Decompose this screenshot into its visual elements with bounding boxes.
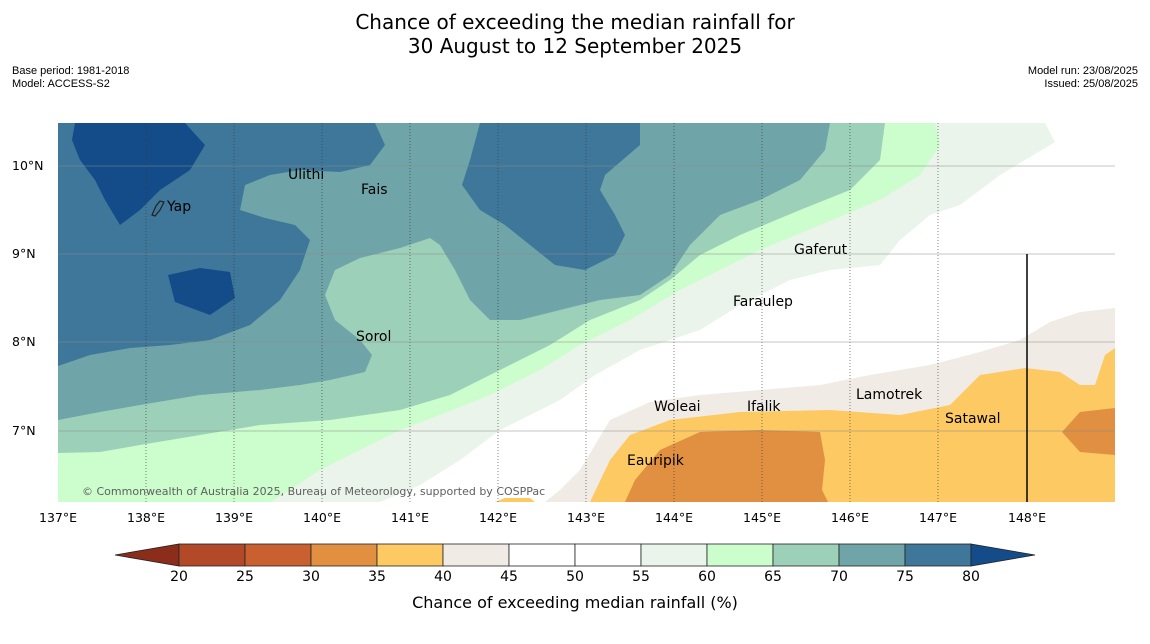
colorbar-segment-55-60	[640, 543, 708, 567]
band-30-35	[625, 430, 828, 502]
meta-right: Model run: 23/08/2025 Issued: 25/08/2025	[1028, 65, 1138, 91]
colorbar-segment-50-55	[574, 543, 642, 567]
place-faraulep: Faraulep	[733, 294, 793, 310]
colorbar-tick-25: 25	[236, 569, 254, 585]
place-ifalik: Ifalik	[747, 399, 781, 415]
chart-title-line1: Chance of exceeding the median rainfall …	[355, 10, 795, 34]
lon-label-146e: 146°E	[830, 510, 870, 525]
colorbar-tick-70: 70	[830, 569, 848, 585]
lon-label-138e: 138°E	[126, 510, 166, 525]
place-sorol: Sorol	[356, 329, 392, 345]
lat-label-8n: 8°N	[12, 334, 36, 349]
lon-label-145e: 145°E	[742, 510, 782, 525]
colorbar-label: Chance of exceeding median rainfall (%)	[412, 593, 738, 612]
place-ulithi: Ulithi	[288, 167, 325, 183]
colorbar-segment-35-40	[376, 543, 444, 567]
yap-island-shape	[151, 200, 165, 217]
lon-label-147e: 147°E	[918, 510, 958, 525]
meta-left: Base period: 1981-2018 Model: ACCESS-S2	[12, 65, 129, 91]
lat-grid	[58, 165, 1115, 432]
band-35-40-south	[495, 498, 535, 502]
band-75-80-east	[462, 123, 640, 270]
place-gaferut: Gaferut	[794, 242, 848, 258]
colorbar-tick-80: 80	[962, 569, 980, 585]
lat-label-7n: 7°N	[12, 423, 36, 438]
model-name: Model: ACCESS-S2	[12, 78, 110, 90]
lon-label-148e: 148°E	[1007, 510, 1047, 525]
colorbar-segment-25-30	[244, 543, 312, 567]
lon-label-140e: 140°E	[302, 510, 342, 525]
band-over-80-small	[168, 268, 235, 315]
chart-title-line2: 30 August to 12 September 2025	[407, 34, 743, 58]
colorbar-tick-75: 75	[896, 569, 914, 585]
lon-label-142e: 142°E	[478, 510, 518, 525]
colorbar-tick-60: 60	[698, 569, 716, 585]
lon-label-143e: 143°E	[566, 510, 606, 525]
band-over-80	[72, 123, 205, 225]
colorbar-tick-30: 30	[302, 569, 320, 585]
lon-label-141e: 141°E	[390, 510, 430, 525]
colorbar-tick-55: 55	[632, 569, 650, 585]
colorbar-high-extension	[970, 543, 1036, 567]
base-period: Base period: 1981-2018	[12, 65, 130, 77]
colorbar-segment-20-25	[178, 543, 246, 567]
band-30-35-east	[1062, 408, 1115, 455]
place-eauripik: Eauripik	[627, 453, 684, 469]
issued-date: Issued: 25/08/2025	[1044, 78, 1138, 90]
place-fais: Fais	[361, 182, 388, 198]
colorbar-tick-65: 65	[764, 569, 782, 585]
map-grid	[145, 123, 939, 502]
copyright-notice: © Commonwealth of Australia 2025, Bureau…	[82, 485, 546, 498]
lon-label-144e: 144°E	[654, 510, 694, 525]
model-run: Model run: 23/08/2025	[1027, 65, 1138, 77]
colorbar-segment-40-45	[442, 543, 510, 567]
lat-label-9n: 9°N	[12, 246, 36, 261]
place-woleai: Woleai	[654, 399, 701, 415]
band-70-75	[58, 123, 830, 420]
colorbar-tick-40: 40	[434, 569, 452, 585]
colorbar-segment-70-75	[838, 543, 906, 567]
colorbar-segment-65-70	[772, 543, 840, 567]
colorbar	[114, 543, 1036, 567]
lon-label-139e: 139°E	[214, 510, 254, 525]
place-satawal: Satawal	[945, 411, 1001, 427]
colorbar-segment-60-65	[706, 543, 774, 567]
place-yap: Yap	[167, 199, 192, 215]
colorbar-tick-35: 35	[368, 569, 386, 585]
colorbar-segment-30-35	[310, 543, 378, 567]
lon-label-137e: 137°E	[38, 510, 78, 525]
colorbar-tick-45: 45	[500, 569, 518, 585]
place-lamotrek: Lamotrek	[856, 387, 923, 403]
colorbar-low-extension	[114, 543, 180, 567]
colorbar-segment-45-50	[508, 543, 576, 567]
colorbar-segment-75-80	[904, 543, 972, 567]
lat-label-10n: 10°N	[12, 158, 44, 173]
contour-fill	[58, 123, 1115, 502]
colorbar-tick-20: 20	[170, 569, 188, 585]
colorbar-tick-50: 50	[566, 569, 584, 585]
